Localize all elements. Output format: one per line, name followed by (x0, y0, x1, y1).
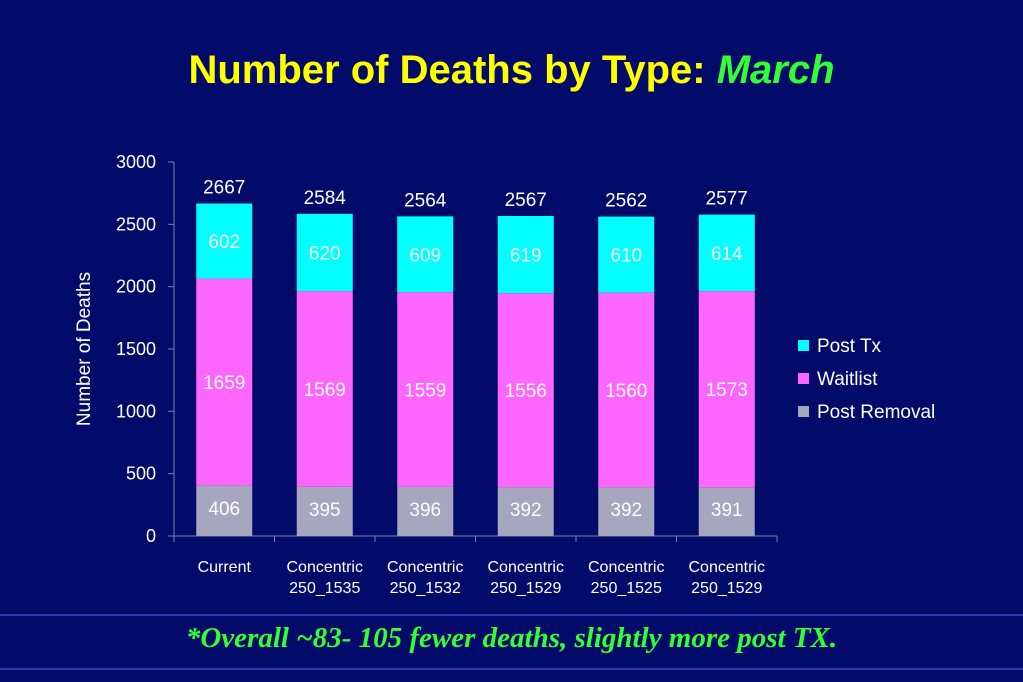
data-label: 1659 (203, 373, 245, 394)
data-label: 391 (711, 500, 743, 521)
data-label: 395 (309, 500, 341, 521)
data-label: 620 (309, 244, 341, 265)
category-label: Concentric (588, 559, 664, 576)
bar-segment-post-removal (598, 487, 655, 536)
bar-segment-post-tx (497, 215, 554, 294)
category-label: 250_1525 (591, 580, 662, 597)
y-tick-label: 0 (146, 526, 156, 546)
data-label: 1573 (706, 380, 748, 401)
category-label: Concentric (287, 559, 363, 576)
bar-segment-post-removal (397, 486, 454, 536)
legend-swatch (798, 340, 809, 351)
y-axis-label: Number of Deaths (74, 272, 95, 426)
total-label: 2564 (404, 190, 447, 211)
bar-segment-post-tx (698, 214, 755, 292)
data-label: 392 (610, 500, 642, 521)
category-label: Current (198, 559, 252, 576)
y-tick-label: 500 (126, 464, 156, 484)
title-main: Number of Deaths by Type: (188, 48, 717, 92)
total-label: 2567 (505, 190, 547, 211)
legend-swatch (798, 406, 809, 417)
data-label: 1559 (404, 380, 446, 401)
total-label: 2667 (203, 178, 245, 199)
data-label: 1560 (605, 381, 647, 402)
y-tick-label: 1500 (116, 339, 156, 359)
legend-swatch (798, 373, 809, 384)
bar-segment-post-tx (196, 203, 253, 279)
data-label: 392 (510, 500, 542, 521)
bar-segment-post-removal (698, 487, 755, 536)
title-accent: March (716, 48, 835, 92)
category-label: 250_1529 (691, 580, 762, 597)
total-label: 2584 (304, 188, 347, 209)
category-label: Concentric (488, 559, 564, 576)
y-tick-label: 1000 (116, 401, 156, 421)
bar-segment-waitlist (397, 292, 454, 487)
bar-segment-post-removal (296, 486, 353, 536)
y-tick-label: 2000 (116, 277, 156, 297)
y-tick-label: 3000 (116, 152, 156, 172)
bar-segment-post-removal (497, 487, 554, 536)
data-label: 610 (610, 246, 642, 267)
bar-segment-post-tx (598, 216, 655, 293)
category-label: 250_1535 (289, 580, 360, 597)
total-label: 2562 (605, 191, 647, 212)
category-label: 250_1532 (390, 580, 461, 597)
data-label: 406 (208, 499, 240, 520)
data-label: 619 (510, 246, 542, 267)
y-tick-label: 2500 (116, 214, 156, 234)
data-label: 602 (208, 232, 240, 253)
category-label: Concentric (689, 559, 765, 576)
category-label: Concentric (387, 559, 463, 576)
data-label: 396 (409, 500, 441, 521)
data-label: 1556 (505, 381, 547, 402)
footer-note: *Overall ~83- 105 fewer deaths, slightly… (185, 622, 838, 654)
legend-label: Post Tx (817, 336, 882, 357)
bar-segment-waitlist (698, 291, 755, 488)
bar-segment-waitlist (497, 293, 554, 488)
legend-label: Waitlist (817, 369, 878, 390)
data-label: 609 (409, 245, 441, 266)
bar-segment-post-removal (196, 485, 253, 536)
category-label: 250_1529 (490, 580, 561, 597)
data-label: 1569 (304, 380, 346, 401)
bar-segment-waitlist (598, 292, 655, 488)
bar-segment-post-tx (397, 216, 454, 293)
legend-label: Post Removal (817, 402, 935, 423)
bar-segment-waitlist (296, 291, 353, 487)
bar-segment-post-tx (296, 213, 353, 292)
data-label: 614 (711, 244, 743, 265)
total-label: 2577 (706, 189, 748, 210)
bar-segment-waitlist (196, 278, 253, 486)
footer-band (0, 614, 1023, 670)
slide-title: Number of Deaths by Type: March (0, 48, 1023, 93)
